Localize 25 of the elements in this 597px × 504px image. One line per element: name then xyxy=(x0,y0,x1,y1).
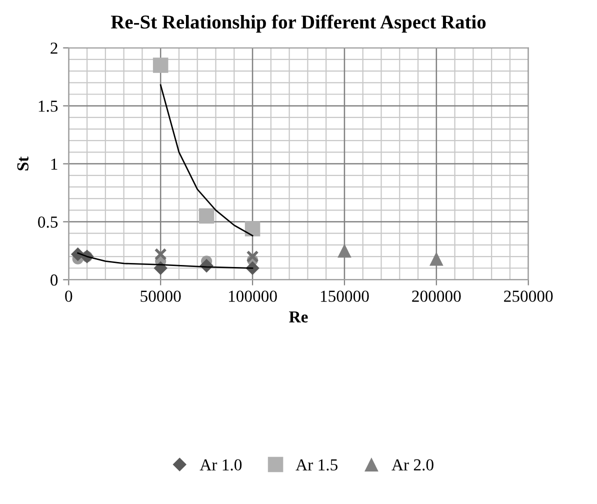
x-tick-label: 200000 xyxy=(412,290,461,302)
point xyxy=(246,250,259,263)
point xyxy=(429,252,444,266)
point xyxy=(154,248,167,260)
y-tick-label: 0 xyxy=(50,274,58,286)
legend-label: Ar 1.0 xyxy=(200,459,242,471)
x-tick-label: 0 xyxy=(65,290,72,302)
legend-label: Ar 2.0 xyxy=(392,459,434,471)
x-tick-label: 100000 xyxy=(228,290,277,302)
point xyxy=(244,221,260,236)
x-axis-title: Re xyxy=(289,311,308,323)
y-tick-label: 2 xyxy=(50,42,58,54)
y-tick-label: 1 xyxy=(51,158,58,170)
x-tick-label: 150000 xyxy=(320,290,369,302)
point xyxy=(152,58,168,73)
x-tick-label: 250000 xyxy=(504,290,553,302)
chart-title: Re-St Relationship for Different Aspect Ratio xyxy=(110,14,486,33)
point xyxy=(198,208,214,224)
y-axis-title: St xyxy=(17,156,28,170)
y-tick-label: 1.5 xyxy=(38,100,58,112)
point xyxy=(338,244,352,258)
legend-label: Ar 1.5 xyxy=(296,459,338,471)
y-tick-label: 0.5 xyxy=(38,216,58,228)
x-tick-label: 50000 xyxy=(140,290,181,302)
point xyxy=(246,261,260,275)
